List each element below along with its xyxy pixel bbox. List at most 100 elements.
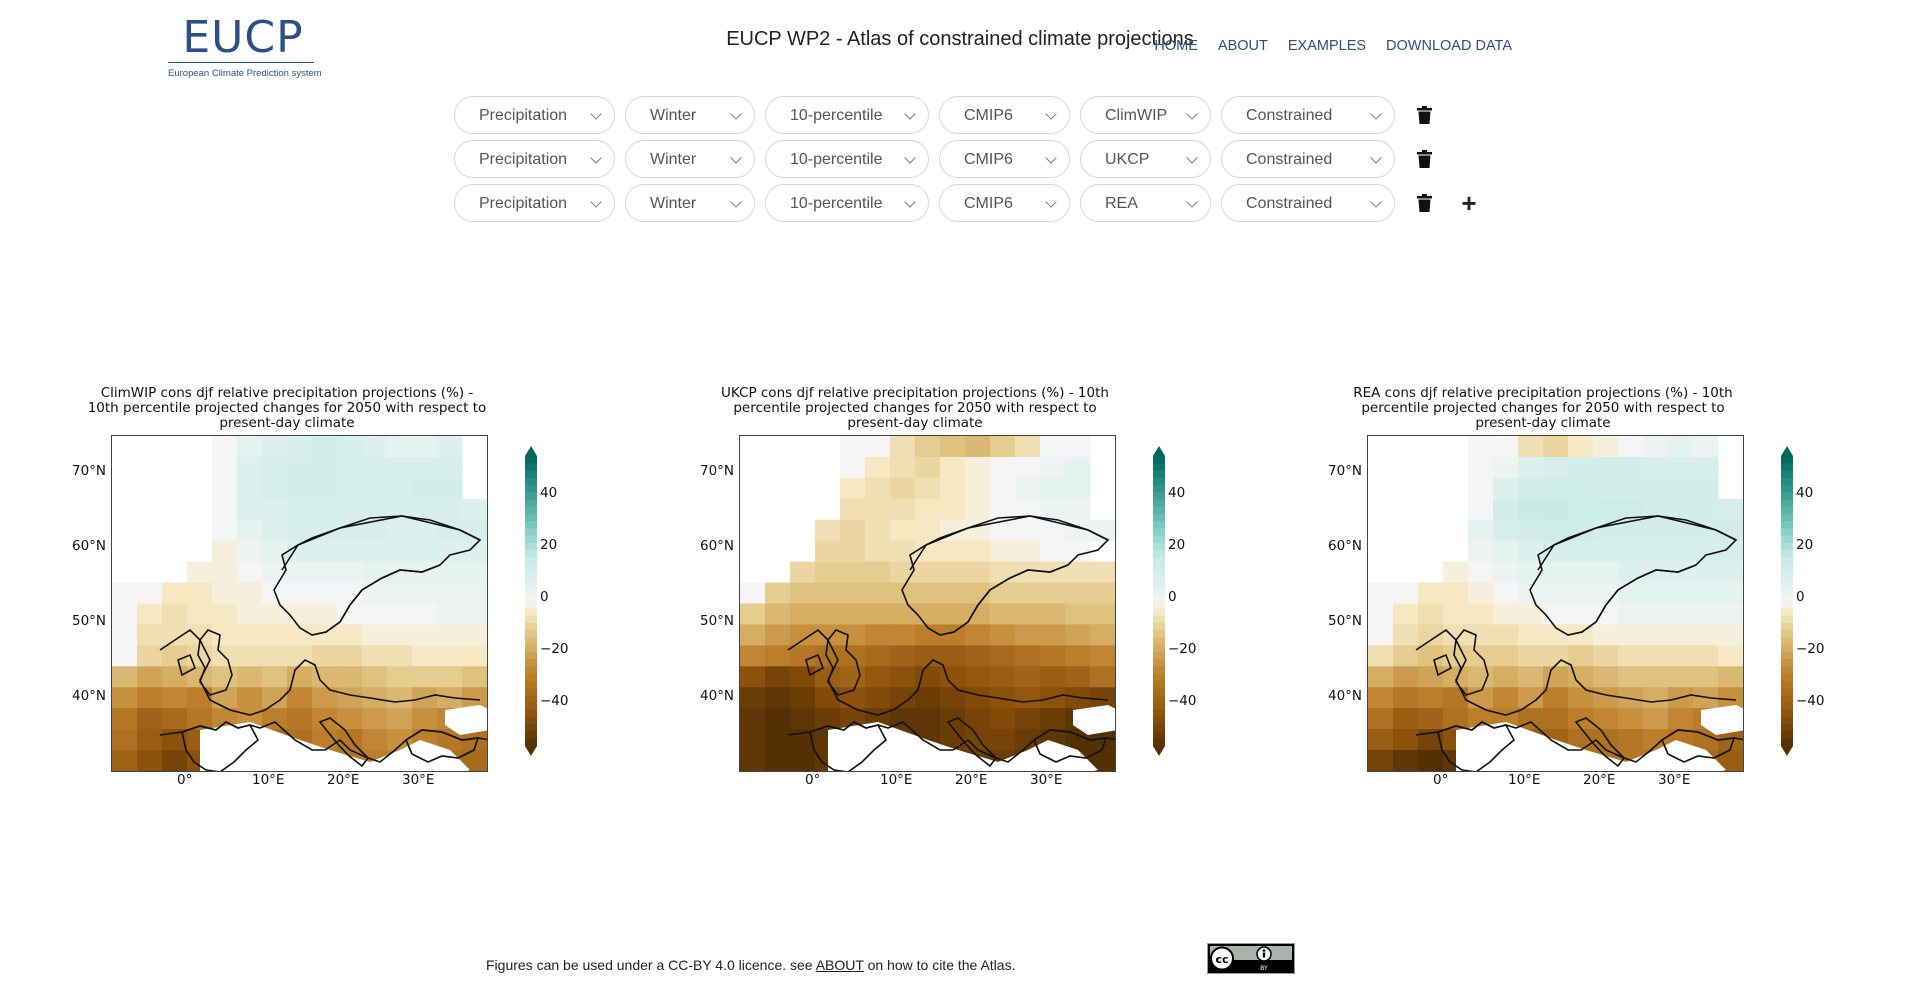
grid-cell: [237, 456, 263, 479]
variable-dropdown[interactable]: Precipitation: [454, 140, 615, 178]
grid-cell: [1468, 561, 1494, 584]
grid-cell: [237, 645, 263, 667]
logo-text: EUCP: [182, 12, 304, 63]
grid-cell: [1015, 519, 1041, 542]
colorbar-segment: [525, 535, 537, 544]
grid-cell: [462, 624, 487, 646]
variable-dropdown[interactable]: Precipitation: [454, 96, 615, 134]
season-dropdown[interactable]: Winter: [625, 140, 755, 178]
grid-cell: [1393, 750, 1419, 771]
method-dropdown[interactable]: ClimWIP: [1080, 96, 1211, 134]
coastline: [909, 515, 1109, 571]
grid-cell: [237, 519, 263, 542]
nav-examples[interactable]: EXAMPLES: [1287, 38, 1367, 54]
season-dropdown[interactable]: Winter: [625, 184, 755, 222]
page-title: EUCP WP2 - Atlas of constrained climate …: [726, 28, 1194, 50]
grid-cell: [890, 477, 916, 500]
grid-cell: [212, 561, 238, 584]
grid-cell: [1693, 729, 1719, 751]
constraint-dropdown[interactable]: Constrained: [1221, 184, 1395, 222]
variable-dropdown[interactable]: Precipitation: [454, 184, 615, 222]
grid-cell: [1443, 624, 1469, 646]
cc-by-icon[interactable]: cc BY: [1207, 943, 1295, 974]
colorbar-segment: [1153, 492, 1165, 501]
ensemble-dropdown[interactable]: CMIP6: [939, 96, 1070, 134]
grid-cell: [1368, 603, 1394, 626]
grid-cell: [262, 498, 288, 521]
lon-tick-label: 10°E: [252, 772, 285, 788]
nav-home[interactable]: HOME: [1154, 38, 1198, 54]
colorbar-segment: [525, 680, 537, 689]
grid-cell: [1443, 603, 1469, 626]
grid-cell: [1543, 477, 1569, 500]
percentile-dropdown[interactable]: 10-percentile: [765, 184, 929, 222]
colorbar-segment: [1781, 673, 1793, 682]
ensemble-dropdown[interactable]: CMIP6: [939, 140, 1070, 178]
grid-cell: [1418, 750, 1444, 771]
percentile-dropdown[interactable]: 10-percentile: [765, 140, 929, 178]
grid-cell: [1593, 645, 1619, 667]
trash-icon[interactable]: [1413, 144, 1435, 174]
grid-cell: [1065, 582, 1091, 605]
grid-cell: [1040, 708, 1066, 730]
grid-cell: [1065, 436, 1091, 458]
grid-cell: [1693, 666, 1719, 688]
map-title-line: present-day climate: [1475, 415, 1611, 431]
nav-about[interactable]: ABOUT: [1217, 38, 1268, 54]
colorbar-segment: [1781, 586, 1793, 595]
coastline: [787, 628, 1109, 716]
method-dropdown[interactable]: REA: [1080, 184, 1211, 222]
nav-download-data[interactable]: DOWNLOAD DATA: [1386, 38, 1512, 54]
grid-cell: [1493, 645, 1519, 667]
lon-tick-label: 30°E: [1030, 772, 1063, 788]
season-dropdown[interactable]: Winter: [625, 96, 755, 134]
grid-cell: [262, 540, 288, 563]
about-link[interactable]: ABOUT: [815, 957, 864, 973]
colorbar-segment: [1781, 492, 1793, 501]
grid-cell: [362, 540, 388, 563]
eucp-logo[interactable]: EUCP European Climate Prediction system: [168, 12, 322, 84]
trash-icon[interactable]: [1413, 100, 1435, 130]
grid-cell: [312, 666, 338, 688]
license-text-after: on how to cite the Atlas.: [863, 957, 1016, 973]
grid-cell: [1015, 666, 1041, 688]
grid-cell: [1015, 624, 1041, 646]
grid-cell: [890, 624, 916, 646]
plus-icon[interactable]: +: [1461, 188, 1477, 218]
grid-cell: [1368, 645, 1394, 667]
grid-cell: [840, 624, 866, 646]
ensemble-dropdown[interactable]: CMIP6: [939, 184, 1070, 222]
grid-cell: [287, 561, 313, 584]
grid-cell: [790, 708, 816, 730]
colorbar-segment: [525, 572, 537, 580]
grid-cell: [990, 645, 1016, 667]
percentile-dropdown[interactable]: 10-percentile: [765, 96, 929, 134]
grid-cell: [1418, 666, 1444, 688]
constraint-dropdown[interactable]: Constrained: [1221, 96, 1395, 134]
grid-cell: [990, 540, 1016, 563]
trash-icon[interactable]: [1413, 188, 1435, 218]
svg-text:BY: BY: [1260, 965, 1268, 972]
grid-cell: [362, 436, 388, 458]
colorbar-tick-label: −40: [1168, 693, 1197, 709]
grid-cell: [1693, 540, 1719, 563]
grid-cell: [287, 666, 313, 688]
grid-cell: [1040, 456, 1066, 479]
coastline: [177, 653, 196, 677]
sea-area: [1073, 705, 1115, 735]
grid-cell: [865, 561, 891, 584]
colorbar-tick-label: 0: [1796, 589, 1805, 605]
grid-cell: [1618, 519, 1644, 542]
chevron-down-icon: [904, 152, 916, 164]
grid-cell: [1668, 498, 1694, 521]
method-dropdown[interactable]: UKCP: [1080, 140, 1211, 178]
colorbar-segment: [525, 724, 537, 733]
constraint-dropdown[interactable]: Constrained: [1221, 140, 1395, 178]
coastline: [159, 721, 487, 763]
grid-cell: [387, 498, 413, 521]
grid-cell: [287, 436, 313, 458]
grid-cell: [262, 436, 288, 458]
grid-cell: [1718, 540, 1743, 563]
grid-cell: [337, 540, 363, 563]
chevron-down-icon: [1370, 152, 1382, 164]
